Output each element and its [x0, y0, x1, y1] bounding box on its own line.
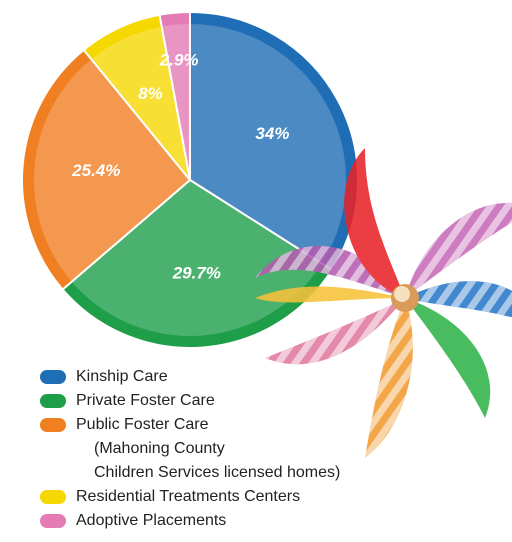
value-labels: 34% 29.7% 25.4% 8% 2.9%	[71, 51, 289, 283]
pie-slice	[158, 10, 191, 181]
value-label: 29.7%	[172, 263, 221, 282]
pie-slice-inner	[33, 59, 190, 282]
value-label: 25.4%	[71, 161, 120, 180]
pie-slice-inner	[91, 26, 190, 180]
legend-label: Public Foster Care	[76, 416, 209, 433]
legend-label: Residential Treatments Centers	[76, 488, 300, 505]
legend-note: (Mahoning County	[94, 440, 225, 457]
value-label: 2.9%	[159, 51, 199, 70]
legend-marker	[40, 370, 66, 384]
pinwheel-decoration	[255, 148, 512, 458]
legend-marker	[40, 514, 66, 528]
pie	[21, 10, 359, 349]
legend-label: Kinship Care	[76, 368, 168, 385]
legend-marker	[40, 394, 66, 408]
value-label: 34%	[255, 124, 289, 143]
value-label: 8%	[138, 84, 163, 103]
legend-note: Children Services licensed homes)	[94, 464, 340, 481]
pie-slice-inner	[161, 24, 190, 180]
legend: Kinship Care Private Foster Care Public Fo…	[40, 368, 340, 529]
pie-slice	[21, 48, 192, 291]
legend-marker	[40, 418, 66, 432]
legend-marker	[40, 490, 66, 504]
legend-label: Adoptive Placements	[76, 512, 226, 529]
legend-label: Private Foster Care	[76, 392, 215, 409]
